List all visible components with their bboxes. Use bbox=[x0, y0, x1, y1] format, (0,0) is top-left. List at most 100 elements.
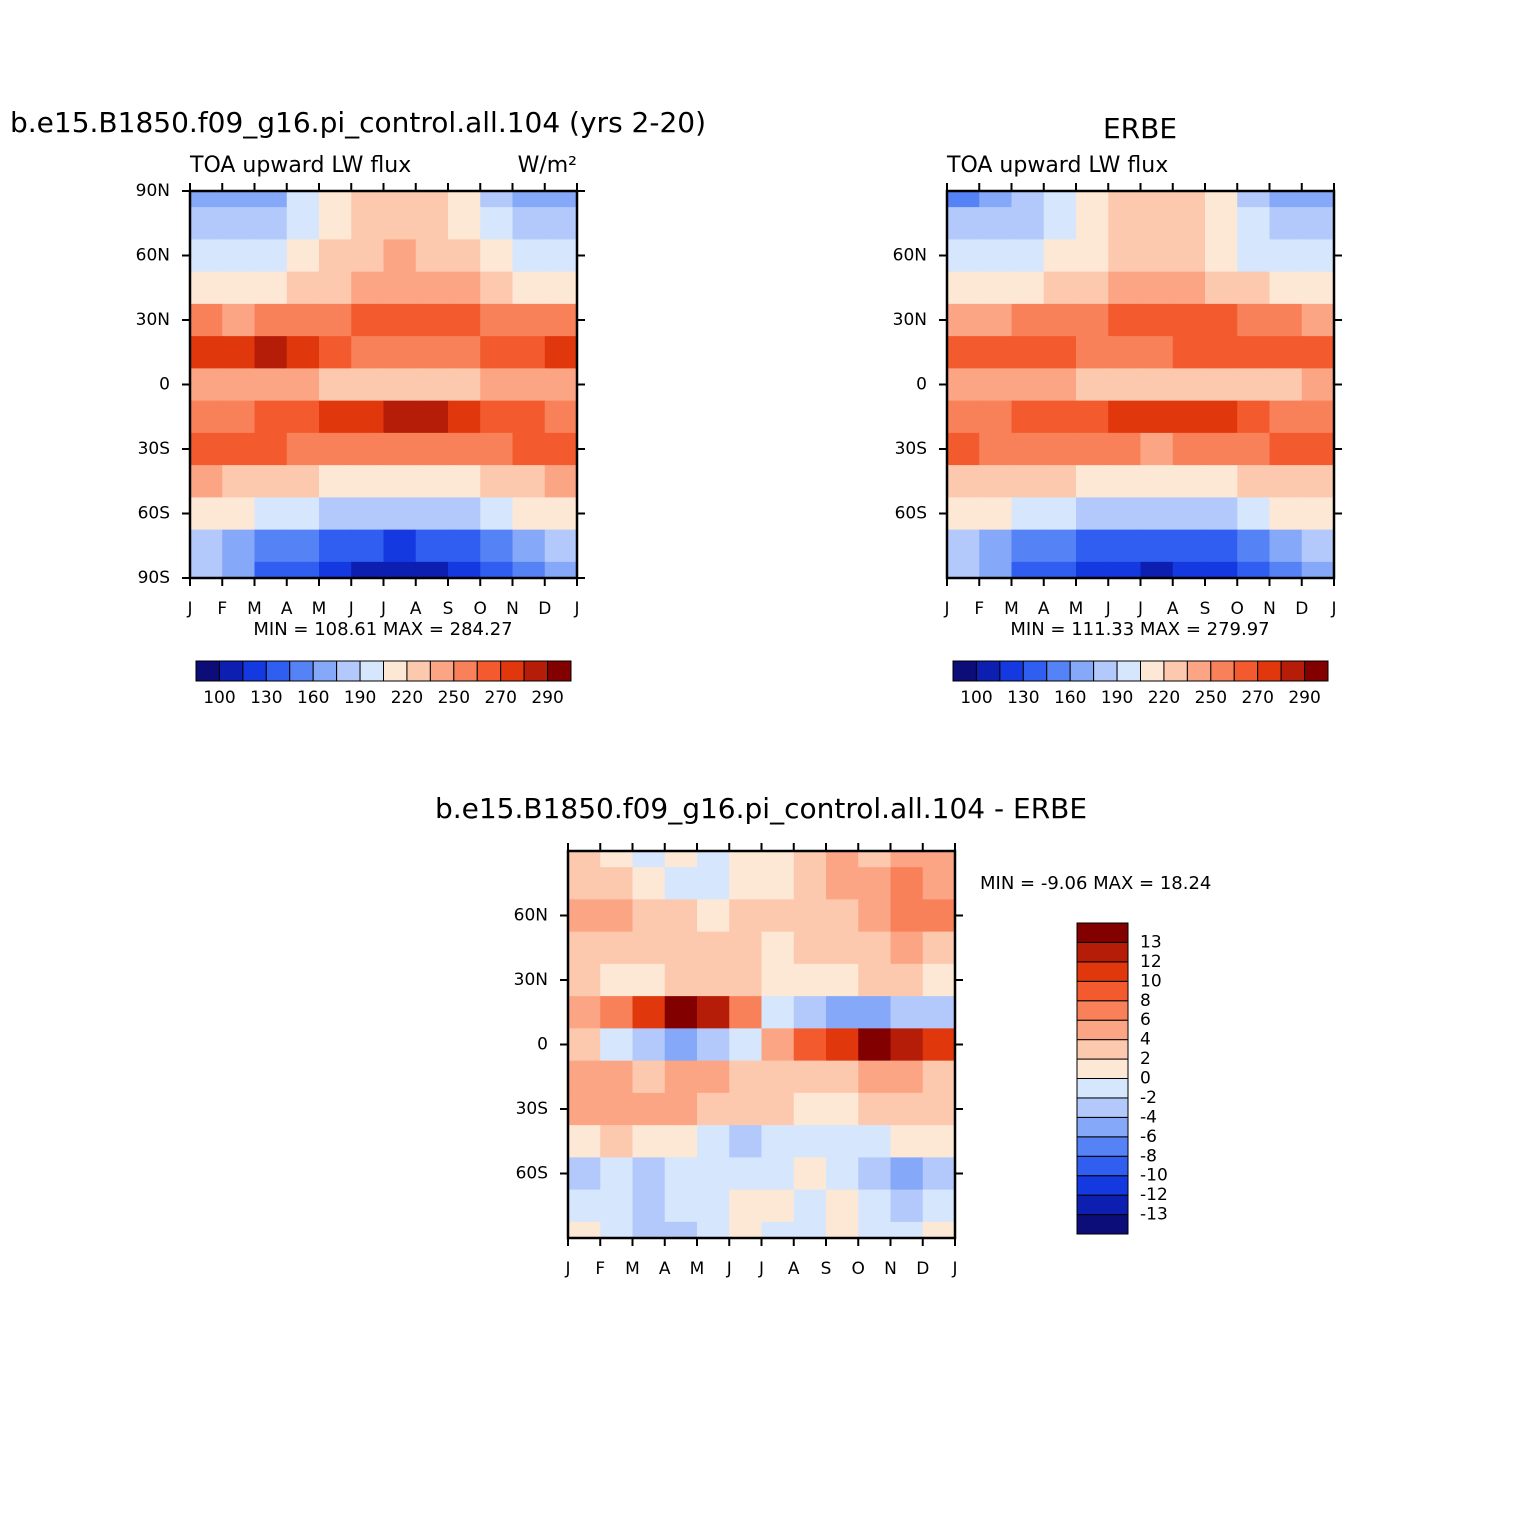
contour-cell bbox=[947, 239, 980, 273]
contour-cell bbox=[254, 191, 288, 208]
contour-cell bbox=[448, 368, 481, 402]
contour-cell bbox=[415, 239, 449, 273]
contour-cell bbox=[544, 271, 578, 305]
contour-cell bbox=[319, 432, 352, 466]
x-tick-label: S bbox=[821, 1259, 832, 1279]
contour-cell bbox=[544, 561, 578, 579]
contour-cell bbox=[1011, 497, 1045, 531]
contour-cell bbox=[383, 497, 417, 531]
x-tick-label: O bbox=[1231, 599, 1244, 619]
contour-cell bbox=[383, 336, 417, 369]
contour-cell bbox=[1301, 368, 1335, 402]
colorbar-label: 12 bbox=[1140, 952, 1162, 972]
x-tick-label: J bbox=[1137, 599, 1143, 619]
contour-cell bbox=[1076, 207, 1109, 240]
contour-cell bbox=[697, 899, 730, 933]
y-tick-label: 60N bbox=[136, 246, 170, 266]
contour-cell bbox=[600, 851, 634, 868]
contour-cell bbox=[600, 1157, 634, 1191]
contour-cell bbox=[1237, 561, 1271, 579]
contour-cell bbox=[480, 561, 514, 579]
colorbar-box bbox=[952, 660, 977, 682]
contour-cell bbox=[1237, 191, 1271, 208]
contour-cell bbox=[826, 851, 859, 868]
contour-cell bbox=[600, 1189, 634, 1223]
x-tick-label: A bbox=[281, 599, 293, 619]
colorbar-label: 220 bbox=[391, 688, 423, 708]
contour-cell bbox=[697, 1221, 730, 1239]
y-tick-label: 60S bbox=[516, 1164, 548, 1184]
contour-cell bbox=[826, 867, 859, 900]
colorbar-box bbox=[242, 660, 267, 682]
contour-cell bbox=[480, 191, 514, 208]
x-tick-label: M bbox=[312, 599, 327, 619]
contour-cell bbox=[858, 996, 892, 1029]
colorbar-label: 190 bbox=[1101, 688, 1133, 708]
contour-cell bbox=[826, 963, 859, 997]
contour-cell bbox=[600, 899, 634, 933]
contour-cell bbox=[480, 239, 514, 273]
contour-cell bbox=[632, 1060, 666, 1094]
contour-cell bbox=[632, 1028, 666, 1062]
contour-cell bbox=[793, 963, 827, 997]
colorbar-label: -4 bbox=[1140, 1107, 1157, 1127]
contour-cell bbox=[1172, 239, 1206, 273]
colorbar-box bbox=[1076, 1000, 1129, 1021]
contour-cell bbox=[979, 368, 1013, 402]
contour-cell bbox=[1076, 497, 1109, 531]
contour-cell bbox=[448, 497, 481, 531]
contour-cell bbox=[415, 400, 449, 434]
colorbar-box bbox=[1076, 1175, 1129, 1196]
contour-cell bbox=[415, 432, 449, 466]
contour-cell bbox=[351, 561, 385, 579]
contour-cell bbox=[568, 1092, 601, 1126]
contour-cell bbox=[793, 1221, 827, 1239]
contour-cell bbox=[222, 191, 256, 208]
colorbar-label: 250 bbox=[438, 688, 470, 708]
contour-cell bbox=[319, 368, 352, 402]
contour-cell bbox=[1108, 207, 1142, 240]
contour-cell bbox=[697, 1189, 730, 1223]
contour-cell bbox=[922, 899, 956, 933]
contour-cell bbox=[600, 1092, 634, 1126]
contour-cell bbox=[568, 1060, 601, 1094]
contour-cell bbox=[568, 963, 601, 997]
contour-cell bbox=[1011, 207, 1045, 240]
x-tick-label: J bbox=[726, 1259, 732, 1279]
contour-cell bbox=[544, 465, 578, 498]
colorbar-box bbox=[1046, 660, 1071, 682]
contour-cell bbox=[1011, 191, 1045, 208]
y-tick-label: 90S bbox=[138, 568, 170, 588]
contour-cell bbox=[480, 336, 514, 369]
colorbar-box bbox=[289, 660, 314, 682]
contour-cell bbox=[448, 239, 481, 273]
x-tick-label: J bbox=[564, 1259, 570, 1279]
contour-cell bbox=[1108, 432, 1142, 466]
contour-cell bbox=[1011, 432, 1045, 466]
contour-cell bbox=[286, 400, 320, 434]
contour-cell bbox=[190, 561, 223, 579]
x-tick-label: A bbox=[788, 1259, 800, 1279]
contour-cell bbox=[979, 336, 1013, 369]
contour-cell bbox=[1269, 191, 1303, 208]
x-tick-label: M bbox=[1004, 599, 1019, 619]
contour-cell bbox=[190, 368, 223, 402]
contour-cell bbox=[568, 1189, 601, 1223]
x-tick-label: J bbox=[943, 599, 949, 619]
contour-cell bbox=[351, 271, 385, 305]
contour-cell bbox=[512, 561, 546, 579]
contour-cell bbox=[1205, 191, 1238, 208]
colorbar-label: 6 bbox=[1140, 1010, 1151, 1030]
contour-cell bbox=[979, 432, 1013, 466]
contour-cell bbox=[858, 899, 892, 933]
contour-cell bbox=[1301, 191, 1335, 208]
contour-cell bbox=[979, 465, 1013, 498]
contour-cell bbox=[222, 207, 256, 240]
colorbar-box bbox=[500, 660, 525, 682]
contour-cell bbox=[512, 207, 546, 240]
contour-cell bbox=[480, 432, 514, 466]
contour-cell bbox=[1269, 271, 1303, 305]
contour-cell bbox=[1269, 529, 1303, 563]
colorbar-label: 220 bbox=[1148, 688, 1180, 708]
contour-cell bbox=[1172, 336, 1206, 369]
